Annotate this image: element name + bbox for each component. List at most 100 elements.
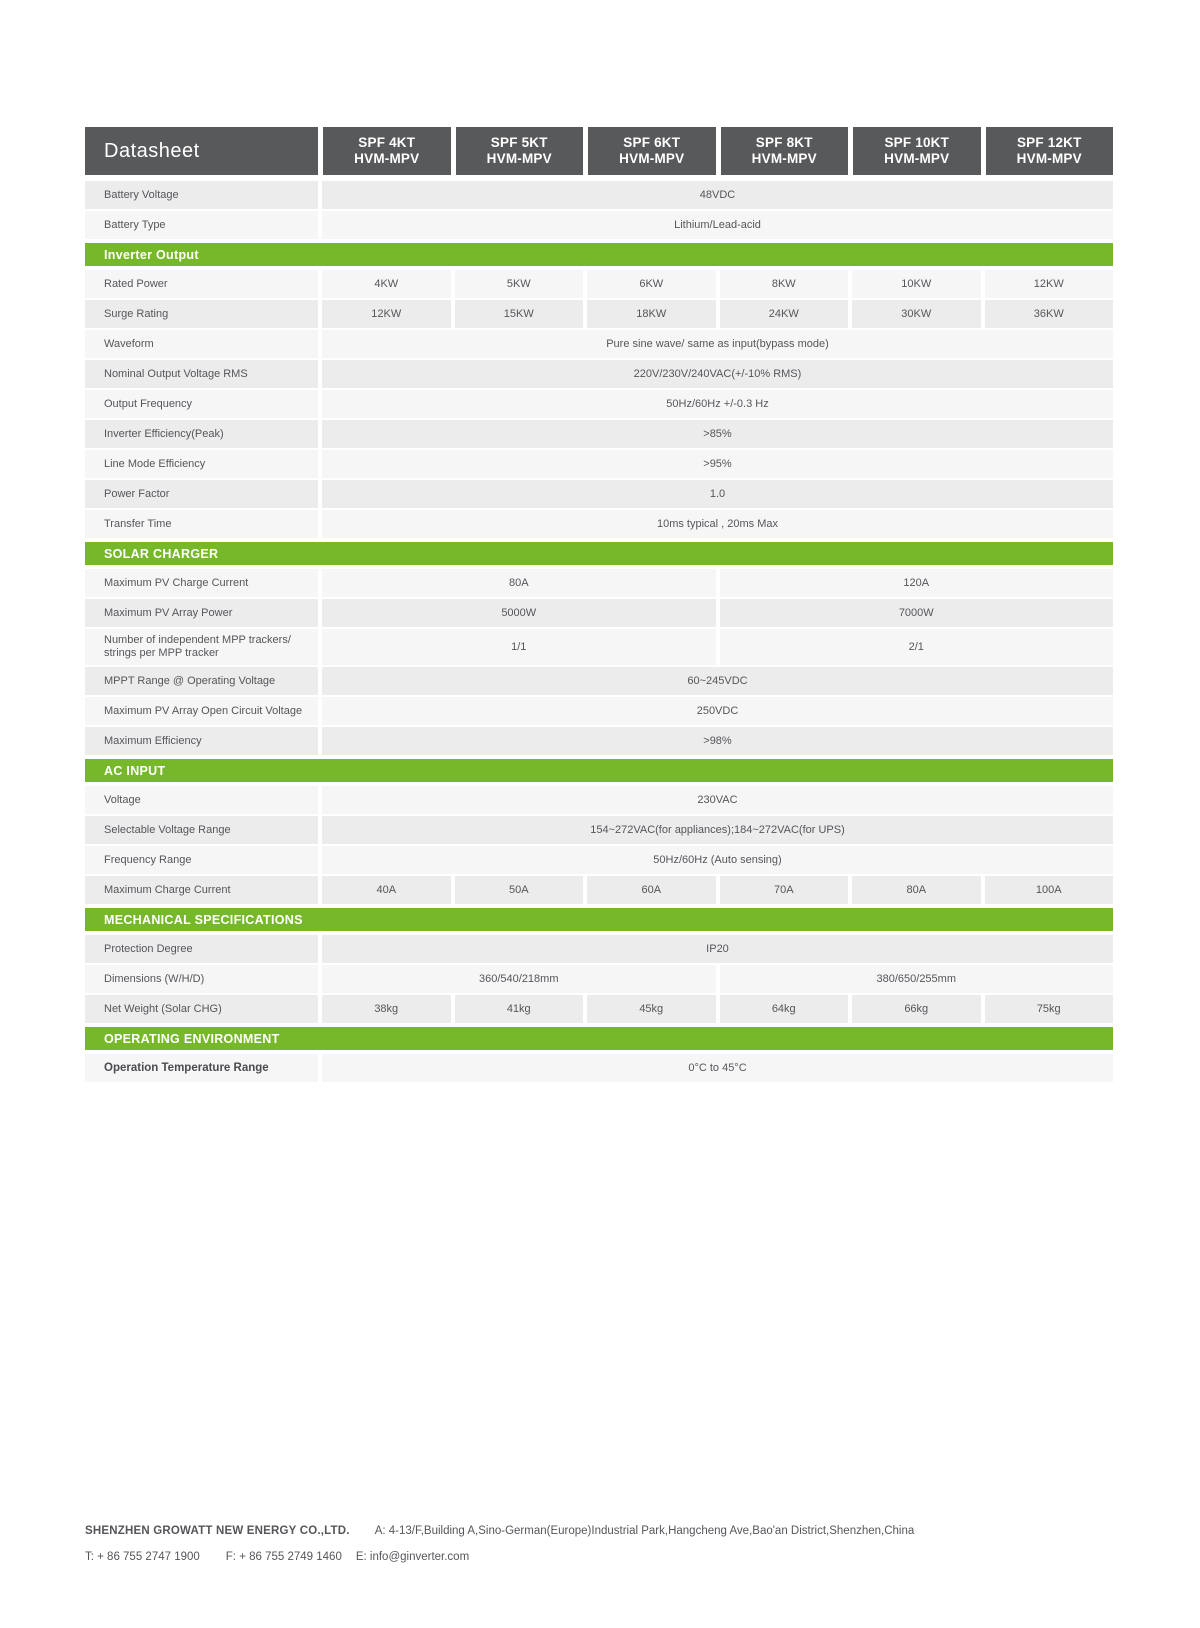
spec-label: Line Mode Efficiency bbox=[85, 450, 318, 478]
company-fax: F: + 86 755 2749 1460 bbox=[225, 1551, 342, 1563]
spec-value: 1.0 bbox=[322, 480, 1113, 508]
spec-label: Maximum Charge Current bbox=[85, 876, 318, 904]
spec-value: 8KW bbox=[719, 270, 848, 298]
spec-values-area: 48VDC bbox=[322, 181, 1113, 209]
spec-value: 6KW bbox=[587, 270, 716, 298]
spec-value: 1/1 bbox=[322, 629, 716, 665]
model-name: SPF 5KT bbox=[490, 135, 548, 150]
spec-value: 380/650/255mm bbox=[719, 965, 1113, 993]
spec-row: Surge Rating 12KW 15KW 18KW 24KW 30KW 36KW bbox=[85, 300, 1113, 328]
spec-value: 4KW bbox=[322, 270, 451, 298]
spec-label-text: Dimensions (W/H/D) bbox=[104, 972, 205, 985]
column-header-spf-6kt: SPF 6KT HVM-MPV bbox=[588, 127, 716, 175]
spec-value: Pure sine wave/ same as input(bypass mod… bbox=[322, 330, 1113, 358]
spec-values-area: 12KW 15KW 18KW 24KW 30KW 36KW bbox=[322, 300, 1113, 328]
spec-label: Maximum Efficiency bbox=[85, 727, 318, 755]
spec-label-text: Maximum Efficiency bbox=[104, 734, 202, 747]
spec-row: MPPT Range @ Operating Voltage 60~245VDC bbox=[85, 667, 1113, 695]
spec-table-body: Battery Voltage 48VDC Battery Type Lithium/… bbox=[85, 181, 1113, 1082]
spec-row: Line Mode Efficiency >95% bbox=[85, 450, 1113, 478]
spec-label-text: Frequency Range bbox=[104, 853, 192, 866]
spec-values-area: 50Hz/60Hz +/-0.3 Hz bbox=[322, 390, 1113, 418]
spec-label-text: Battery Voltage bbox=[104, 188, 179, 201]
company-address: A: 4-13/F,Building A,Sino-German(Europe)… bbox=[374, 1525, 915, 1537]
spec-label: Selectable Voltage Range bbox=[85, 816, 318, 844]
spec-value: 5KW bbox=[454, 270, 583, 298]
company-name: SHENZHEN GROWATT NEW ENERGY CO.,LTD. bbox=[85, 1525, 350, 1537]
spec-row: Inverter Efficiency(Peak) >85% bbox=[85, 420, 1113, 448]
section-header: Inverter Output bbox=[85, 243, 1113, 266]
spec-label-text: Nominal Output Voltage RMS bbox=[104, 367, 248, 380]
spec-values-area: 60~245VDC bbox=[322, 667, 1113, 695]
spec-value: 50A bbox=[454, 876, 583, 904]
spec-values-area: Lithium/Lead-acid bbox=[322, 211, 1113, 239]
spec-row: Protection Degree IP20 bbox=[85, 935, 1113, 963]
spec-label: Battery Voltage bbox=[85, 181, 318, 209]
spec-label: Net Weight (Solar CHG) bbox=[85, 995, 318, 1023]
spec-value: 60~245VDC bbox=[322, 667, 1113, 695]
spec-row: Dimensions (W/H/D) 360/540/218mm 380/650/2… bbox=[85, 965, 1113, 993]
spec-values-area: 220V/230V/240VAC(+/-10% RMS) bbox=[322, 360, 1113, 388]
spec-values-area: 360/540/218mm 380/650/255mm bbox=[322, 965, 1113, 993]
model-variant: HVM-MPV bbox=[486, 151, 552, 166]
column-header-spf-12kt: SPF 12KT HVM-MPV bbox=[985, 127, 1113, 175]
spec-row: Voltage 230VAC bbox=[85, 786, 1113, 814]
spec-label-text: Number of independent MPP trackers/ bbox=[104, 634, 291, 646]
spec-values-area: 40A 50A 60A 70A 80A 100A bbox=[322, 876, 1113, 904]
spec-row: Selectable Voltage Range 154~272VAC(for a… bbox=[85, 816, 1113, 844]
spec-label: Maximum PV Array Open Circuit Voltage bbox=[85, 697, 318, 725]
spec-value: 7000W bbox=[719, 599, 1113, 627]
spec-value: 30KW bbox=[852, 300, 981, 328]
spec-value: 12KW bbox=[322, 300, 451, 328]
spec-label-text: strings per MPP tracker bbox=[104, 647, 219, 659]
spec-label: Waveform bbox=[85, 330, 318, 358]
spec-row: Power Factor 1.0 bbox=[85, 480, 1113, 508]
spec-row: Output Frequency 50Hz/60Hz +/-0.3 Hz bbox=[85, 390, 1113, 418]
spec-label-text: Maximum PV Array Power bbox=[104, 606, 233, 619]
section-header: AC INPUT bbox=[85, 759, 1113, 782]
datasheet-title: Datasheet bbox=[85, 127, 318, 175]
footer-line-2: T: + 86 755 2747 1900 F: + 86 755 2749 1… bbox=[85, 1544, 1145, 1570]
spec-label: Voltage bbox=[85, 786, 318, 814]
spec-label: Output Frequency bbox=[85, 390, 318, 418]
spec-label: Power Factor bbox=[85, 480, 318, 508]
spec-value: >85% bbox=[322, 420, 1113, 448]
spec-value: >98% bbox=[322, 727, 1113, 755]
spec-value: 64kg bbox=[719, 995, 848, 1023]
spec-label: MPPT Range @ Operating Voltage bbox=[85, 667, 318, 695]
spec-value: 230VAC bbox=[322, 786, 1113, 814]
spec-label: Number of independent MPP trackers/strin… bbox=[85, 629, 318, 665]
spec-label-text: Maximum PV Array Open Circuit Voltage bbox=[104, 704, 303, 717]
spec-values-area: 1.0 bbox=[322, 480, 1113, 508]
spec-label: Nominal Output Voltage RMS bbox=[85, 360, 318, 388]
model-variant: HVM-MPV bbox=[751, 151, 817, 166]
spec-value: 0°C to 45°C bbox=[322, 1054, 1113, 1082]
spec-label-text: Voltage bbox=[104, 793, 141, 806]
spec-label: Transfer Time bbox=[85, 510, 318, 538]
spec-values-area: 250VDC bbox=[322, 697, 1113, 725]
spec-label-text: Protection Degree bbox=[104, 942, 193, 955]
spec-values-area: IP20 bbox=[322, 935, 1113, 963]
spec-label: Surge Rating bbox=[85, 300, 318, 328]
spec-values-area: 50Hz/60Hz (Auto sensing) bbox=[322, 846, 1113, 874]
spec-value: 70A bbox=[719, 876, 848, 904]
footer-line-1: SHENZHEN GROWATT NEW ENERGY CO.,LTD. A: … bbox=[85, 1518, 1145, 1544]
spec-row: Nominal Output Voltage RMS 220V/230V/240V… bbox=[85, 360, 1113, 388]
spec-label: Battery Type bbox=[85, 211, 318, 239]
spec-label-text: Selectable Voltage Range bbox=[104, 823, 231, 836]
spec-value: 250VDC bbox=[322, 697, 1113, 725]
spec-label-text: Operation Temperature Range bbox=[104, 1061, 269, 1074]
spec-row: Operation Temperature Range 0°C to 45°C bbox=[85, 1054, 1113, 1082]
spec-value: 36KW bbox=[984, 300, 1113, 328]
spec-value: 10ms typical , 20ms Max bbox=[322, 510, 1113, 538]
spec-label-text: Rated Power bbox=[104, 277, 168, 290]
spec-values-area: 10ms typical , 20ms Max bbox=[322, 510, 1113, 538]
spec-row: Rated Power 4KW 5KW 6KW 8KW 10KW 12KW bbox=[85, 270, 1113, 298]
spec-value: 41kg bbox=[454, 995, 583, 1023]
spec-values-area: 80A 120A bbox=[322, 569, 1113, 597]
spec-values-area: Pure sine wave/ same as input(bypass mod… bbox=[322, 330, 1113, 358]
spec-value: 220V/230V/240VAC(+/-10% RMS) bbox=[322, 360, 1113, 388]
spec-values-area: 38kg 41kg 45kg 64kg 66kg 75kg bbox=[322, 995, 1113, 1023]
column-header-spf-4kt: SPF 4KT HVM-MPV bbox=[323, 127, 451, 175]
